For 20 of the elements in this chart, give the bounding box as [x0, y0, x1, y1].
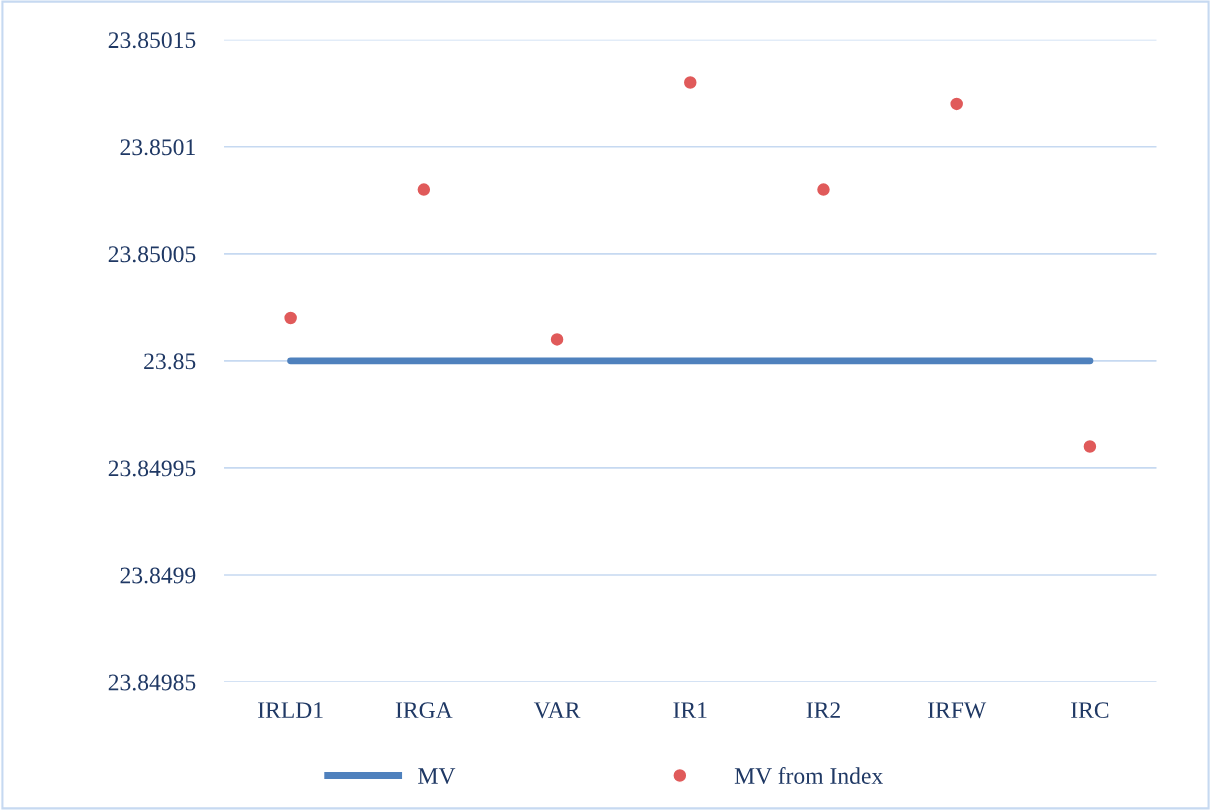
y-tick-label: 23.8499: [120, 567, 196, 584]
y-tick-label: 23.84985: [108, 674, 196, 691]
y-tick-label: 23.85: [144, 353, 196, 370]
legend-label: MV: [418, 768, 456, 785]
x-tick-label: IRC: [1071, 702, 1109, 719]
y-tick-label: 23.85005: [108, 246, 196, 263]
x-tick-label: IRGA: [395, 702, 453, 719]
point: [548, 331, 566, 348]
y-tick-label: 23.8501: [120, 139, 195, 156]
y-tick-label: 23.85015: [108, 32, 196, 49]
legend-label: MV from Index: [734, 767, 883, 785]
x-tick-label: IRLD1: [258, 702, 323, 718]
x-tick-label: IR2: [806, 702, 840, 718]
x-tick-label: IRFW: [928, 702, 987, 719]
x-tick-label: VAR: [533, 702, 581, 719]
y-tick-label: 23.84995: [108, 460, 196, 477]
point: [815, 181, 832, 198]
point: [1081, 438, 1099, 455]
x-tick-label: IR1: [673, 702, 707, 718]
point: [282, 309, 299, 327]
